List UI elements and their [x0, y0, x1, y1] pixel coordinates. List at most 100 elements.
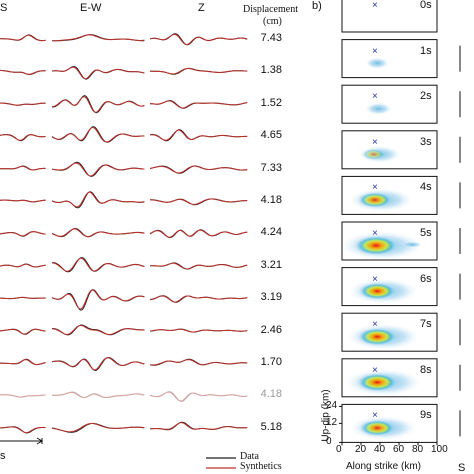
data-trace [51, 191, 145, 209]
synthetic-trace [149, 359, 248, 366]
trace-row [0, 391, 248, 403]
column-header-z: Z [198, 2, 205, 14]
synthetic-trace [0, 296, 46, 300]
synthetic-trace [51, 162, 145, 177]
synthetic-trace [51, 228, 145, 238]
hypocenter-marker: × [372, 273, 378, 285]
synthetic-trace [51, 391, 145, 399]
snapshot-time-label: 0s [420, 0, 432, 11]
synthetic-trace [51, 357, 145, 371]
synthetic-trace [149, 129, 248, 141]
y-tick-label: 12 [326, 417, 338, 429]
column-header-s: S [0, 2, 8, 14]
slip-snapshot [341, 221, 438, 261]
y-tick-label: 24 [326, 400, 338, 412]
slip-snapshot-plot [339, 0, 461, 446]
synthetic-trace [0, 231, 46, 237]
synthetic-trace [0, 165, 46, 171]
synthetic-trace [150, 198, 248, 205]
slip-snapshot [341, 39, 438, 79]
synthetic-trace [51, 191, 145, 208]
trace-row [0, 65, 248, 80]
panel-label-b: b) [312, 0, 322, 12]
synthetic-trace [149, 391, 248, 402]
synthetic-trace [0, 426, 46, 434]
snapshot-axes [339, 405, 438, 446]
trace-row [0, 421, 248, 434]
data-trace [51, 65, 145, 80]
displacement-value: 3.19 [260, 291, 282, 304]
hypocenter-marker: × [372, 228, 378, 239]
time-scale-label: s [0, 450, 6, 462]
x-tick-label: 100 [431, 444, 448, 456]
synthetic-trace [0, 199, 46, 203]
slip-snapshot [341, 312, 438, 352]
hypocenter-marker: × [372, 45, 378, 57]
displacement-value: 4.18 [260, 388, 282, 401]
snapshot-time-label: 3s [420, 135, 432, 148]
displacement-header: Displacement [243, 4, 298, 15]
y-tick-label: 0 [326, 436, 332, 448]
hypocenter-marker: × [372, 91, 378, 103]
trace-row [0, 356, 248, 372]
displacement-value: 2.46 [260, 323, 282, 336]
snapshot-time-label: 5s [420, 227, 432, 239]
trace-row [0, 257, 248, 273]
displacement-value: 4.24 [260, 226, 282, 239]
synthetic-trace [0, 263, 46, 268]
synthetic-trace [149, 68, 248, 75]
synthetic-trace [0, 134, 46, 141]
synthetic-trace [0, 34, 46, 42]
synthetic-trace [149, 328, 248, 333]
column-header-ew: E-W [80, 2, 102, 14]
x-axis-title: Along strike (km) [346, 461, 422, 472]
synthetic-trace [51, 324, 145, 335]
waveform-plot [0, 33, 248, 469]
synthetic-trace [149, 262, 248, 270]
trace-row [0, 33, 248, 46]
x-tick-label: 40 [374, 444, 386, 456]
displacement-value: 7.33 [260, 161, 282, 174]
snapshot-time-label: 7s [420, 318, 432, 331]
x-tick-label: 0 [336, 444, 342, 456]
synthetic-trace [149, 422, 248, 430]
displacement-value: 1.52 [260, 96, 282, 109]
slip-snapshot [341, 175, 438, 215]
synthetic-trace [149, 100, 248, 109]
synthetic-trace [0, 394, 46, 398]
synthetic-trace [52, 34, 145, 42]
waveform-panel: S E-W Z Displacement (cm) 7.43 1.38 1.52 4.65 7.3… [0, 2, 298, 472]
displacement-unit: (cm) [263, 16, 282, 27]
trace-row [0, 95, 248, 114]
synthetic-trace [51, 96, 145, 113]
data-trace [52, 324, 145, 336]
synthetic-trace [51, 66, 145, 80]
synthetic-trace [149, 165, 248, 174]
snapshot-time-label: 8s [420, 363, 432, 376]
displacement-value: 3.21 [260, 258, 282, 271]
synthetic-trace [51, 289, 145, 310]
synthetic-trace [149, 295, 248, 303]
slip-snapshot [341, 130, 438, 170]
legend-entry: Synthetics [240, 461, 282, 472]
slip-snapshot [341, 84, 438, 124]
trace-row [0, 126, 248, 143]
time-scale-bar [0, 437, 43, 445]
synthetic-trace [0, 328, 46, 335]
x-tick-label: 80 [412, 444, 424, 456]
trace-row [0, 324, 248, 336]
snapshot-time-label: 4s [420, 181, 432, 194]
slip-snapshot-panel: b) 0s × 1s × 2s × 3s × 4s × 5s × 6s × 7s × 8s × 9s × S 24 12 0 0 2… [312, 0, 474, 474]
hypocenter-marker: × [372, 182, 378, 194]
displacement-value: 4.18 [260, 194, 282, 206]
data-trace [51, 126, 145, 143]
slip-snapshot [341, 0, 438, 33]
hypocenter-marker: × [372, 319, 378, 331]
slip-snapshot [341, 358, 438, 398]
displacement-value: 4.65 [260, 129, 282, 142]
synthetic-trace [0, 359, 46, 366]
displacement-value: 1.38 [260, 64, 282, 77]
snapshot-time-label: 1s [420, 44, 432, 57]
x-tick-label: 20 [355, 444, 367, 456]
synthetic-trace [149, 229, 248, 238]
